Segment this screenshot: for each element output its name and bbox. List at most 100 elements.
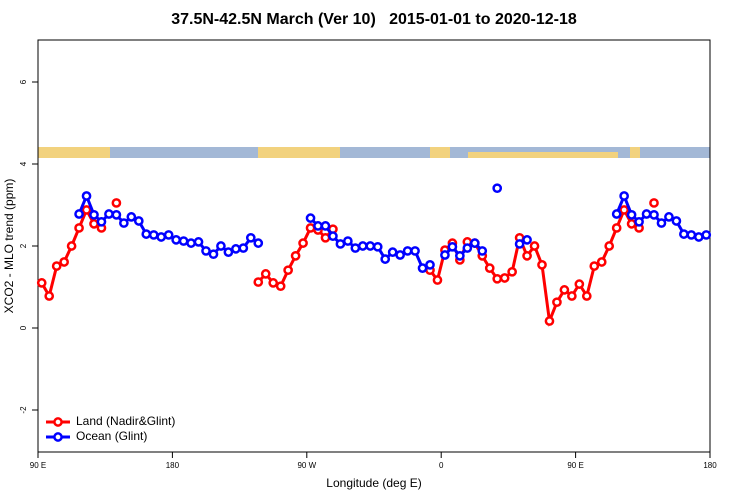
data-point — [425, 260, 435, 270]
data-point — [223, 247, 234, 257]
data-point — [440, 250, 450, 260]
data-point — [395, 250, 405, 260]
data-point — [634, 216, 644, 227]
data-point — [74, 223, 84, 233]
data-point — [335, 239, 346, 249]
data-point — [126, 212, 137, 222]
data-point — [81, 191, 92, 201]
data-point — [245, 232, 256, 243]
data-point — [679, 229, 689, 239]
data-point — [469, 238, 480, 248]
data-point — [410, 246, 420, 256]
data-point — [231, 244, 241, 254]
data-point — [402, 246, 413, 256]
data-point — [387, 247, 398, 257]
data-point — [484, 263, 495, 273]
data-point — [522, 235, 532, 245]
data-point — [537, 260, 547, 270]
data-point — [89, 209, 99, 220]
data-point — [74, 209, 84, 219]
data-point — [119, 218, 129, 228]
data-point — [253, 277, 264, 287]
data-point — [619, 205, 629, 215]
data-point — [111, 209, 122, 220]
land-strip — [38, 147, 110, 158]
data-point — [626, 209, 637, 220]
x-tick-label: 180 — [703, 461, 717, 470]
data-point — [611, 209, 622, 219]
data-point — [604, 241, 615, 251]
data-point — [492, 183, 503, 194]
data-point — [178, 236, 189, 246]
data-point — [701, 230, 712, 240]
data-point — [641, 209, 652, 219]
data-point — [208, 249, 219, 260]
data-point — [581, 291, 592, 301]
land-strip — [258, 147, 340, 158]
data-point — [514, 239, 525, 249]
data-point — [357, 241, 368, 251]
data-point — [462, 243, 473, 253]
data-point — [574, 279, 585, 289]
data-point — [148, 230, 159, 240]
data-point — [305, 213, 316, 223]
x-axis-label: Longitude (deg E) — [326, 476, 421, 490]
data-point — [193, 237, 204, 247]
data-point — [664, 212, 674, 222]
data-point — [350, 243, 361, 253]
y-tick-label: -2 — [19, 406, 28, 414]
data-point — [141, 229, 152, 239]
legend-label: Land (Nadir&Glint) — [76, 414, 175, 428]
data-point — [380, 254, 391, 264]
data-point — [522, 250, 532, 261]
data-point — [499, 273, 510, 283]
ocean-strip — [38, 147, 710, 158]
data-point — [320, 232, 331, 243]
data-point — [290, 250, 301, 261]
data-point — [216, 241, 226, 251]
data-point — [693, 232, 704, 242]
data-point — [417, 263, 428, 273]
data-point — [343, 236, 353, 246]
x-tick-label: 180 — [166, 461, 180, 470]
data-point — [201, 246, 211, 256]
data-point — [133, 216, 144, 226]
data-point — [492, 273, 503, 284]
data-point — [611, 223, 622, 233]
land-strip — [468, 152, 618, 158]
data-point — [186, 238, 196, 248]
data-point — [253, 238, 264, 248]
data-point — [104, 209, 114, 219]
data-point — [59, 257, 69, 267]
data-point — [96, 216, 107, 227]
data-point — [686, 230, 697, 240]
data-point — [589, 261, 600, 271]
data-point — [455, 250, 465, 261]
data-point — [477, 246, 488, 256]
data-point — [305, 223, 316, 233]
chart-title: 37.5N-42.5N March (Ver 10) 2015-01-01 to… — [171, 11, 577, 28]
series-line — [77, 191, 260, 257]
data-point — [447, 241, 458, 252]
y-tick-label: 4 — [19, 161, 28, 166]
data-point — [313, 221, 323, 231]
data-point — [649, 198, 659, 208]
data-point — [671, 216, 682, 226]
data-point — [156, 232, 167, 242]
data-point — [298, 238, 308, 248]
data-point — [171, 235, 181, 245]
data-point — [320, 221, 331, 231]
y-axis-label: XCO2 - MLO trend (ppm) — [2, 179, 16, 314]
data-point — [66, 241, 77, 251]
y-tick-label: 6 — [19, 79, 28, 84]
map-strip — [38, 147, 710, 158]
data-point — [51, 261, 62, 271]
data-point — [544, 316, 555, 326]
data-point — [365, 241, 376, 251]
data-point — [619, 191, 629, 201]
data-point — [559, 285, 570, 295]
x-tick-label: 90 E — [30, 461, 46, 470]
legend-marker — [53, 432, 63, 442]
land-strip — [630, 147, 640, 158]
